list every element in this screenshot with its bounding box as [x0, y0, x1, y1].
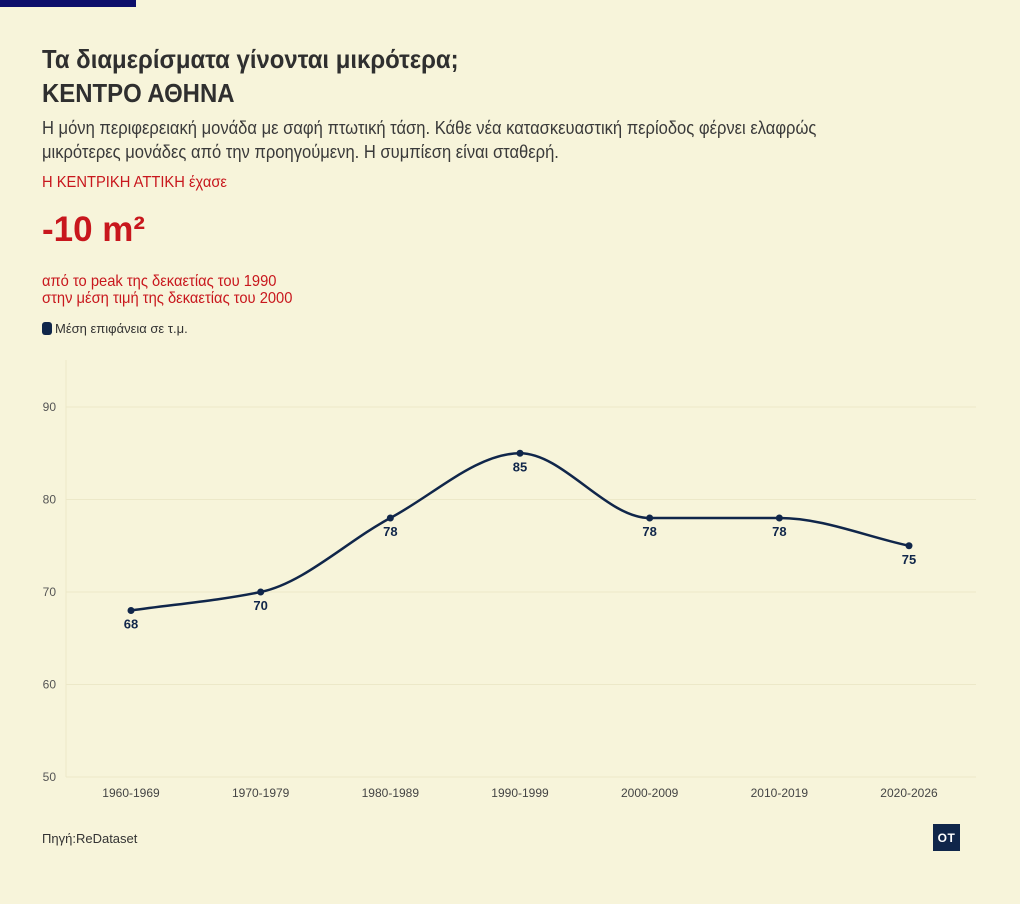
x-tick-label-2000-2009: 2000-2009 — [621, 786, 679, 800]
x-tick-label-1990-1999: 1990-1999 — [491, 786, 549, 800]
x-tick-label-1970-1979: 1970-1979 — [232, 786, 290, 800]
title-line-2: ΚΕΝΤΡΟ ΑΘΗΝΑ — [42, 78, 235, 108]
data-point-2010-2019 — [775, 514, 783, 522]
data-point-1980-1989 — [386, 514, 394, 522]
legend: Μέση επιφάνεια σε τ.μ. — [42, 321, 188, 336]
highlight-caption: από το peak της δεκαετίας του 1990 στην … — [42, 273, 292, 307]
x-tick-label-1980-1989: 1980-1989 — [362, 786, 420, 800]
chart-subtitle: Η μόνη περιφερειακή μονάδα με σαφή πτωτι… — [42, 116, 962, 164]
top-accent-bar — [0, 0, 136, 7]
data-point-1970-1979 — [257, 588, 265, 596]
data-label-2020-2026: 75 — [902, 552, 916, 567]
y-tick-label-80: 80 — [43, 493, 57, 507]
chart-title: Τα διαμερίσματα γίνονται μικρότερα; ΚΕΝΤ… — [42, 42, 459, 110]
highlight-caption-line-2: στην μέση τιμή της δεκαετίας του 2000 — [42, 290, 293, 307]
source-note: Πηγή:ReDataset — [42, 831, 138, 846]
data-point-1960-1969 — [127, 607, 135, 614]
highlight-kicker: Η ΚΕΝΤΡΙΚΗ ΑΤΤΙΚΗ έχασε — [42, 174, 228, 191]
y-tick-label-50: 50 — [43, 770, 57, 784]
publisher-logo: OT — [933, 824, 960, 851]
data-label-1970-1979: 70 — [253, 598, 267, 613]
subtitle-line-2: μικρότερες μονάδες από την προηγούμενη. … — [42, 142, 559, 162]
y-tick-label-60: 60 — [43, 678, 57, 692]
y-tick-label-70: 70 — [43, 585, 57, 599]
x-tick-label-2010-2019: 2010-2019 — [751, 786, 809, 800]
data-point-2000-2009 — [646, 514, 654, 522]
data-point-1990-1999 — [516, 449, 524, 457]
data-point-2020-2026 — [905, 542, 913, 550]
highlight-caption-line-1: από το peak της δεκαετίας του 1990 — [42, 273, 277, 290]
legend-label: Μέση επιφάνεια σε τ.μ. — [55, 321, 188, 336]
highlight-value: -10 m² — [42, 210, 146, 249]
legend-swatch — [42, 322, 52, 335]
data-label-2000-2009: 78 — [642, 524, 656, 539]
subtitle-line-1: Η μόνη περιφερειακή μονάδα με σαφή πτωτι… — [42, 118, 817, 138]
data-label-1990-1999: 85 — [513, 459, 527, 474]
y-tick-label-90: 90 — [43, 400, 57, 414]
series-line — [130, 451, 910, 612]
title-line-1: Τα διαμερίσματα γίνονται μικρότερα; — [42, 44, 459, 74]
x-tick-label-1960-1969: 1960-1969 — [102, 786, 160, 800]
data-label-1980-1989: 78 — [383, 524, 397, 539]
data-label-1960-1969: 68 — [124, 617, 138, 632]
x-tick-label-2020-2026: 2020-2026 — [880, 786, 938, 800]
data-label-2010-2019: 78 — [772, 524, 786, 539]
